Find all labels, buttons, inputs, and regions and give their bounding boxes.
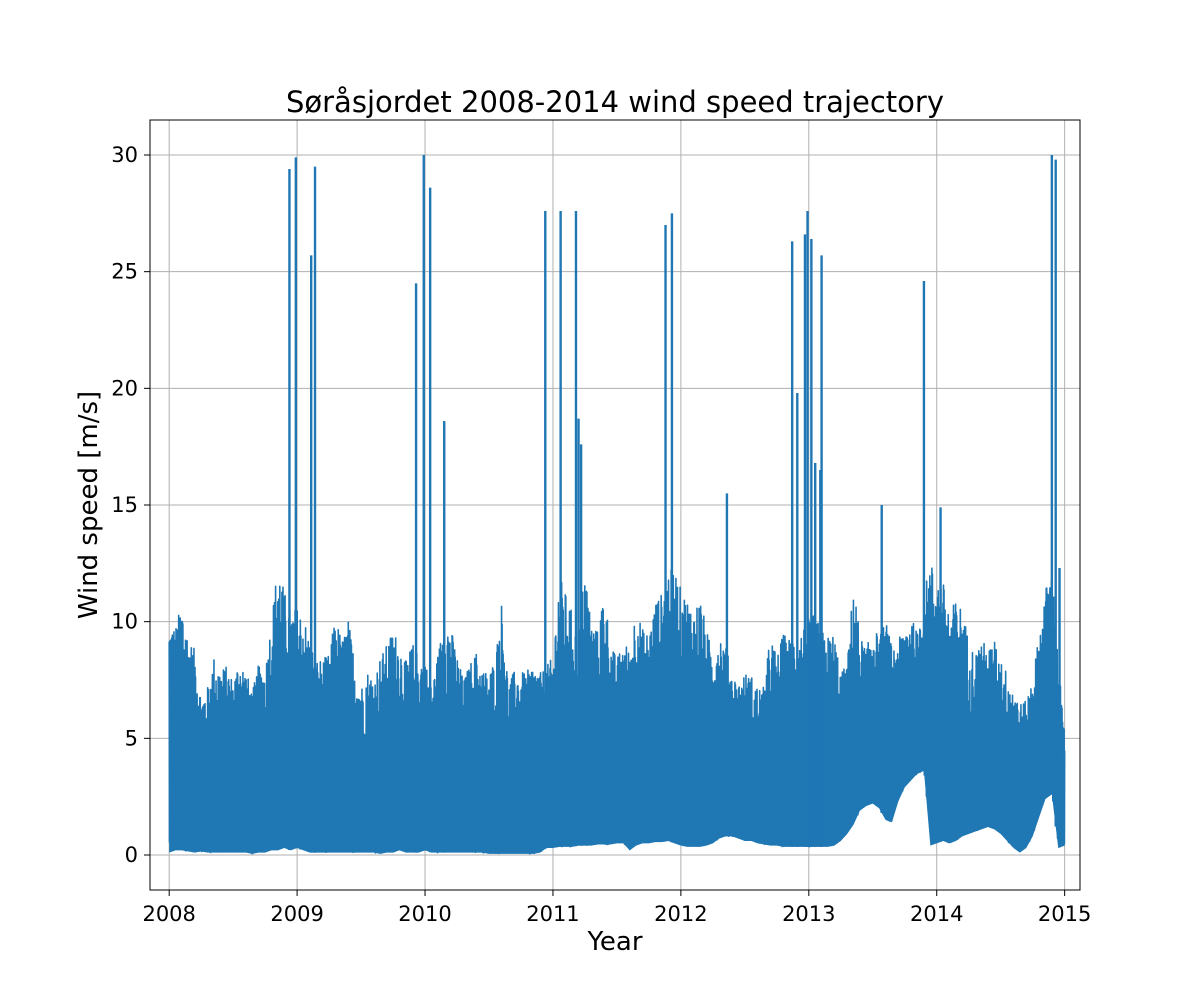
x-tick-label: 2013 bbox=[782, 902, 835, 926]
y-tick-label: 0 bbox=[125, 843, 138, 867]
x-tick-label: 2011 bbox=[526, 902, 579, 926]
x-tick-label: 2010 bbox=[398, 902, 451, 926]
series-core-area bbox=[169, 691, 1065, 854]
x-tick-label: 2008 bbox=[142, 902, 195, 926]
y-axis: 0 5 10 15 20 25 30 bbox=[111, 143, 150, 867]
series-wind-speed bbox=[168, 155, 1066, 855]
y-axis-title: Wind speed [m/s] bbox=[74, 391, 104, 619]
x-tick-label: 2015 bbox=[1038, 902, 1091, 926]
x-tick-label: 2012 bbox=[654, 902, 707, 926]
y-tick-label: 15 bbox=[111, 493, 138, 517]
chart-title: Søråsjordet 2008-2014 wind speed traject… bbox=[286, 85, 944, 119]
y-tick-label: 20 bbox=[111, 376, 138, 400]
y-tick-label: 25 bbox=[111, 260, 138, 284]
x-tick-label: 2014 bbox=[910, 902, 963, 926]
y-tick-label: 5 bbox=[125, 726, 138, 750]
y-tick-label: 30 bbox=[111, 143, 138, 167]
x-axis: 2008 2009 2010 2011 2012 2013 2014 2015 bbox=[142, 890, 1091, 926]
x-axis-title: Year bbox=[586, 927, 642, 957]
y-tick-label: 10 bbox=[111, 610, 138, 634]
x-tick-label: 2009 bbox=[270, 902, 323, 926]
